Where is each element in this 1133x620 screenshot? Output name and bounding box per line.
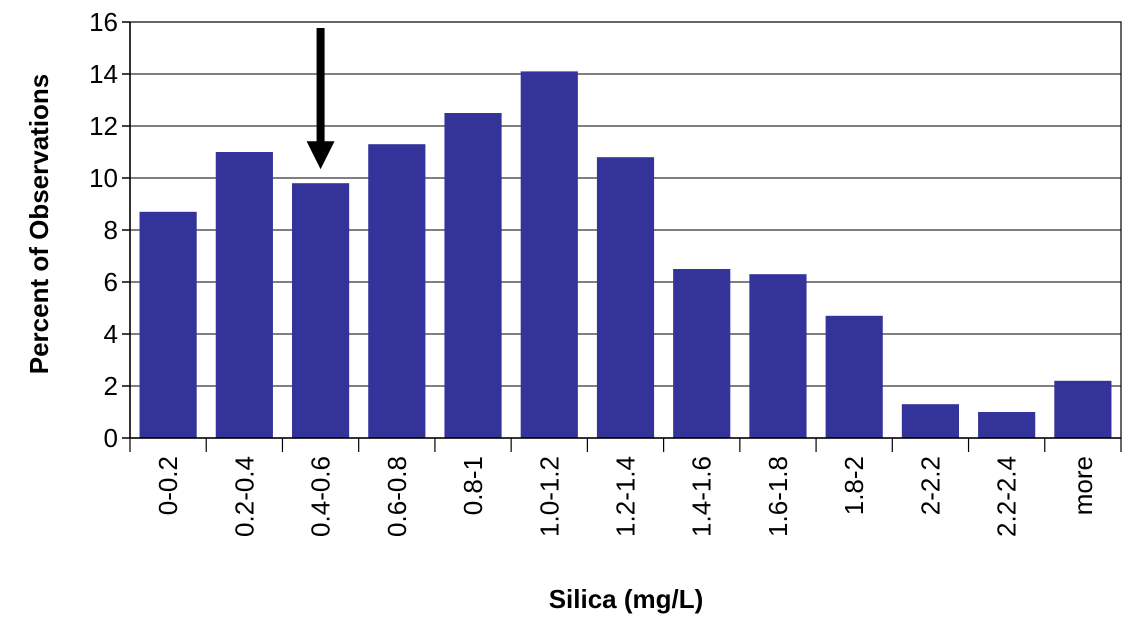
y-tick-label: 12 [89,111,118,141]
axes [122,21,1122,452]
y-tick-label: 2 [104,371,118,401]
x-tick-label: 0.6-0.8 [382,456,412,537]
x-tick-label: 1.4-1.6 [687,456,717,537]
y-tick-label: 14 [89,59,118,89]
bar-0.2-0.4 [215,152,273,438]
bar-1.8-2 [825,315,883,438]
x-axis-title: Silica (mg/L) [549,584,704,614]
bar-2.2-2.4 [978,412,1036,438]
x-tick-label: 1.8-2 [839,456,869,515]
x-tick-label: 0-0.2 [153,456,183,515]
bar-0-0.2 [139,211,197,438]
x-tick-label: 2.2-2.4 [992,456,1022,537]
x-tick-label: 1.0-1.2 [534,456,564,537]
x-tick-label: 0.8-1 [458,456,488,515]
bar-1.2-1.4 [596,157,655,438]
arrow-shaft [316,28,325,144]
x-tick-labels: 0-0.2 0.2-0.4 0.4-0.6 0.6-0.8 0.8-1 1.0-1.2 1.… [153,456,1098,537]
y-tick-label: 6 [104,267,118,297]
y-tick-label: 8 [104,215,118,245]
bars [139,71,1112,439]
y-tick-label: 16 [89,7,118,37]
bar-1.4-1.6 [673,269,731,438]
arrow-head [306,141,335,170]
y-tick-label: 0 [104,423,118,453]
bar-1.6-1.8 [749,274,807,438]
annotation-arrow [306,28,335,170]
x-tick-label: more [1068,456,1098,515]
bar-2-2.2 [901,404,960,438]
x-tick-label: 1.2-1.4 [611,456,641,537]
bar-more [1054,380,1112,438]
bar-0.4-0.6 [291,183,350,438]
y-axis-title: Percent of Observations [24,74,54,375]
x-tick-label: 2-2.2 [915,456,945,515]
y-tick-label: 4 [104,319,118,349]
y-tick-label: 10 [89,163,118,193]
bar-0.8-1 [444,113,502,438]
x-tick-label: 0.4-0.6 [306,456,336,537]
x-tick-label: 1.6-1.8 [763,456,793,537]
bar-0.6-0.8 [368,144,426,438]
bar-1.0-1.2 [520,71,578,439]
y-tick-labels: 0 2 4 6 8 10 12 14 16 [89,7,118,453]
x-tick-label: 0.2-0.4 [229,456,259,537]
